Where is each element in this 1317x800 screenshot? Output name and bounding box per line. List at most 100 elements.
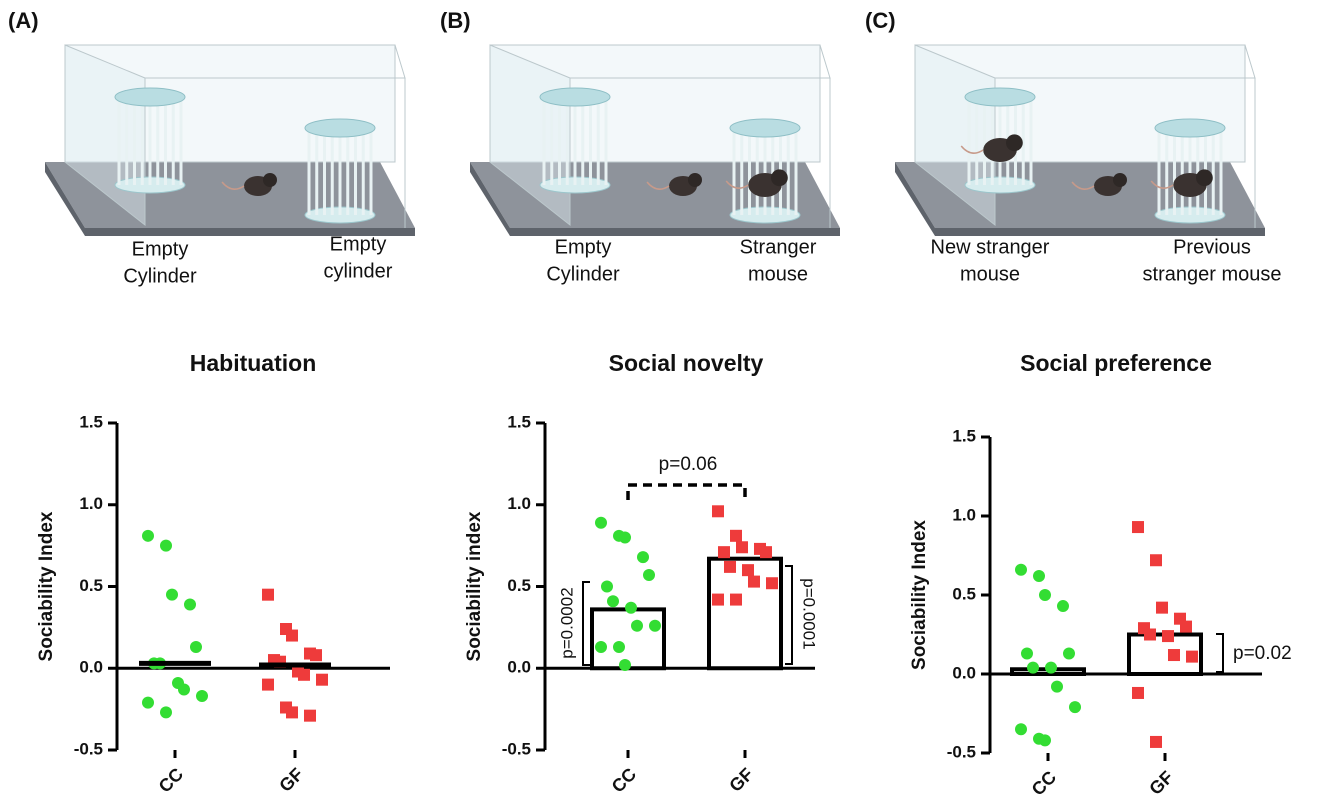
cylinder-label: stranger mouse <box>1143 263 1282 285</box>
data-point <box>196 690 208 702</box>
y-tick-label: 0.0 <box>79 658 103 677</box>
annotation: p=0.06 <box>659 454 718 475</box>
cylinder-lid <box>965 88 1035 106</box>
x-tick-label: CC <box>608 764 641 797</box>
data-point <box>1132 687 1144 699</box>
y-tick-label: 0.5 <box>952 584 976 603</box>
y-tick-label: 1.5 <box>952 426 976 445</box>
annotation: p=0.0001 <box>800 578 819 649</box>
data-point <box>1039 589 1051 601</box>
data-point <box>316 674 328 686</box>
cylinder-label: New stranger <box>931 236 1050 258</box>
data-point <box>190 641 202 653</box>
data-point <box>613 641 625 653</box>
data-point <box>178 684 190 696</box>
data-point <box>631 620 643 632</box>
bar <box>592 609 664 668</box>
x-tick-label: CC <box>155 764 188 797</box>
data-point <box>760 546 772 558</box>
mouse-head <box>1113 173 1127 187</box>
bracket <box>628 485 745 500</box>
y-tick-label: 0.0 <box>952 663 976 682</box>
y-tick-label: 1.0 <box>952 505 976 524</box>
data-point <box>142 530 154 542</box>
bracket <box>1216 634 1223 672</box>
mouse-head <box>263 173 277 187</box>
data-point <box>1015 723 1027 735</box>
data-point <box>1186 651 1198 663</box>
data-point <box>262 589 274 601</box>
data-point <box>601 581 613 593</box>
cylinder-label: Cylinder <box>123 265 197 287</box>
x-tick-label: GF <box>1145 767 1177 799</box>
cylinder-label: Empty <box>555 236 612 258</box>
data-point <box>1168 649 1180 661</box>
panel-label: (B) <box>440 8 471 33</box>
y-tick-label: -0.5 <box>74 739 103 758</box>
data-point <box>607 595 619 607</box>
data-point <box>1021 647 1033 659</box>
mouse-head <box>1006 134 1023 151</box>
y-tick-label: 1.5 <box>79 412 103 431</box>
y-axis-label: Sociability Index <box>36 511 57 661</box>
cylinder-label: Empty <box>330 233 387 255</box>
y-tick-label: 1.0 <box>79 494 103 513</box>
data-point <box>730 530 742 542</box>
y-tick-label: 1.0 <box>507 494 531 513</box>
cylinder-lid <box>1155 119 1225 137</box>
data-point <box>1132 521 1144 533</box>
cylinder-label: mouse <box>748 263 808 285</box>
y-axis-label: Sociability index <box>464 511 485 661</box>
data-point <box>649 620 661 632</box>
bracket <box>785 566 792 664</box>
data-point <box>166 589 178 601</box>
panel-label: (A) <box>8 8 39 33</box>
chart-title: Social preference <box>1020 350 1212 376</box>
annotation: p=0.0002 <box>557 587 576 658</box>
cylinder-label: Cylinder <box>546 263 620 285</box>
data-point <box>262 679 274 691</box>
data-point <box>1150 554 1162 566</box>
data-point <box>1015 564 1027 576</box>
data-point <box>184 598 196 610</box>
mouse-head <box>1196 169 1213 186</box>
chart-title: Social novelty <box>609 350 764 376</box>
data-point <box>643 569 655 581</box>
bracket <box>583 582 590 665</box>
cylinder-lid <box>540 88 610 106</box>
y-tick-label: -0.5 <box>947 742 976 761</box>
data-point <box>1057 600 1069 612</box>
data-point <box>1051 681 1063 693</box>
mouse-head <box>688 173 702 187</box>
cylinder-lid <box>730 119 800 137</box>
data-point <box>736 541 748 553</box>
cylinder-label: mouse <box>960 263 1020 285</box>
panel-label: (C) <box>865 8 896 33</box>
floor-front <box>935 228 1265 236</box>
data-point <box>160 540 172 552</box>
y-tick-label: -0.5 <box>502 739 531 758</box>
data-point <box>1144 629 1156 641</box>
data-point <box>286 706 298 718</box>
data-point <box>1180 621 1192 633</box>
data-point <box>1027 662 1039 674</box>
data-point <box>1033 570 1045 582</box>
x-tick-label: GF <box>275 764 307 796</box>
data-point <box>1045 662 1057 674</box>
data-point <box>619 659 631 671</box>
data-point <box>595 517 607 529</box>
x-tick-label: GF <box>725 764 757 796</box>
cylinder-label: Previous <box>1173 236 1251 258</box>
illustration <box>470 45 840 236</box>
data-point <box>595 641 607 653</box>
data-point <box>1069 701 1081 713</box>
data-point <box>160 706 172 718</box>
data-point <box>286 630 298 642</box>
illustration <box>45 45 415 236</box>
data-point <box>724 561 736 573</box>
data-point <box>766 577 778 589</box>
data-point <box>1156 602 1168 614</box>
data-point <box>1150 736 1162 748</box>
data-point <box>1039 734 1051 746</box>
data-point <box>712 505 724 517</box>
